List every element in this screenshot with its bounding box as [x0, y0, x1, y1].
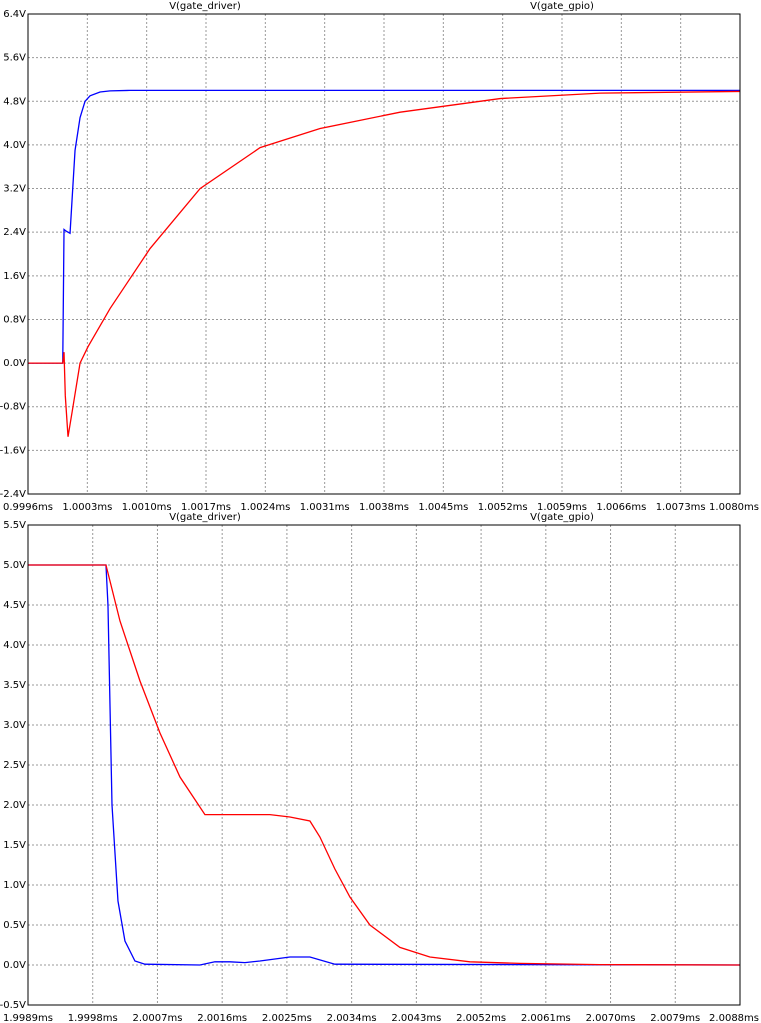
x-tick-label: 1.0080ms [709, 502, 759, 513]
x-tick-label: 2.0025ms [262, 1013, 312, 1023]
x-tick-label: 1.0045ms [418, 502, 468, 513]
x-tick-label: 1.0059ms [537, 502, 587, 513]
y-tick-label: 5.0V [3, 560, 26, 571]
x-tick-label: 1.9998ms [68, 1013, 118, 1023]
y-tick-label: -2.4V [0, 489, 26, 500]
y-tick-label: -0.8V [0, 402, 26, 413]
x-tick-label: 2.0079ms [650, 1013, 700, 1023]
x-tick-label: 0.9996ms [3, 502, 53, 513]
x-tick-label: 2.0061ms [521, 1013, 571, 1023]
x-tick-label: 2.0043ms [391, 1013, 441, 1023]
x-tick-label: 2.0052ms [456, 1013, 506, 1023]
x-tick-label: 1.0024ms [240, 502, 290, 513]
legend-label: V(gate_gpio) [530, 1, 594, 12]
series-line [28, 89, 740, 364]
y-tick-label: 0.0V [3, 960, 26, 971]
y-tick-label: 6.4V [3, 9, 26, 20]
x-tick-label: 2.0016ms [197, 1013, 247, 1023]
y-tick-label: 3.0V [3, 720, 26, 731]
y-tick-label: 5.6V [3, 53, 26, 64]
y-tick-label: 1.0V [3, 880, 26, 891]
x-tick-label: 1.0066ms [596, 502, 646, 513]
x-tick-label: 1.0052ms [478, 502, 528, 513]
x-tick-label: 2.0070ms [586, 1013, 636, 1023]
y-tick-label: 2.0V [3, 800, 26, 811]
y-tick-label: 4.8V [3, 96, 26, 107]
x-tick-label: 1.0003ms [62, 502, 112, 513]
x-tick-label: 1.0017ms [181, 502, 231, 513]
series-line [28, 564, 741, 966]
series-line [28, 564, 741, 966]
plot-border [27, 524, 741, 1006]
y-tick-label: 0.0V [3, 358, 26, 369]
legend-label: V(gate_driver) [169, 512, 241, 523]
y-tick-label: 3.5V [3, 680, 26, 691]
legend-label: V(gate_driver) [169, 1, 241, 12]
y-tick-label: -0.5V [0, 1000, 26, 1011]
x-tick-label: 2.0088ms [709, 1013, 759, 1023]
y-tick-label: 0.5V [3, 920, 26, 931]
legend-label: V(gate_gpio) [530, 512, 594, 523]
y-tick-label: 1.5V [3, 840, 26, 851]
x-tick-label: 2.0034ms [327, 1013, 377, 1023]
y-tick-label: 0.8V [3, 314, 26, 325]
x-tick-label: 1.0010ms [122, 502, 172, 513]
series-line [28, 90, 741, 437]
y-tick-label: 2.5V [3, 760, 26, 771]
y-tick-label: 4.5V [3, 600, 26, 611]
plot-border [27, 13, 741, 495]
x-tick-label: 2.0007ms [132, 1013, 182, 1023]
x-tick-label: 1.9989ms [3, 1013, 53, 1023]
y-tick-label: 1.6V [3, 271, 26, 282]
y-tick-label: -1.6V [0, 445, 26, 456]
x-tick-label: 1.0073ms [656, 502, 706, 513]
y-tick-label: 4.0V [3, 640, 26, 651]
y-tick-label: 5.5V [3, 520, 26, 531]
x-tick-label: 1.0031ms [300, 502, 350, 513]
y-tick-label: 4.0V [3, 140, 26, 151]
y-tick-label: 3.2V [3, 184, 26, 195]
y-tick-label: 2.4V [3, 227, 26, 238]
x-tick-label: 1.0038ms [359, 502, 409, 513]
